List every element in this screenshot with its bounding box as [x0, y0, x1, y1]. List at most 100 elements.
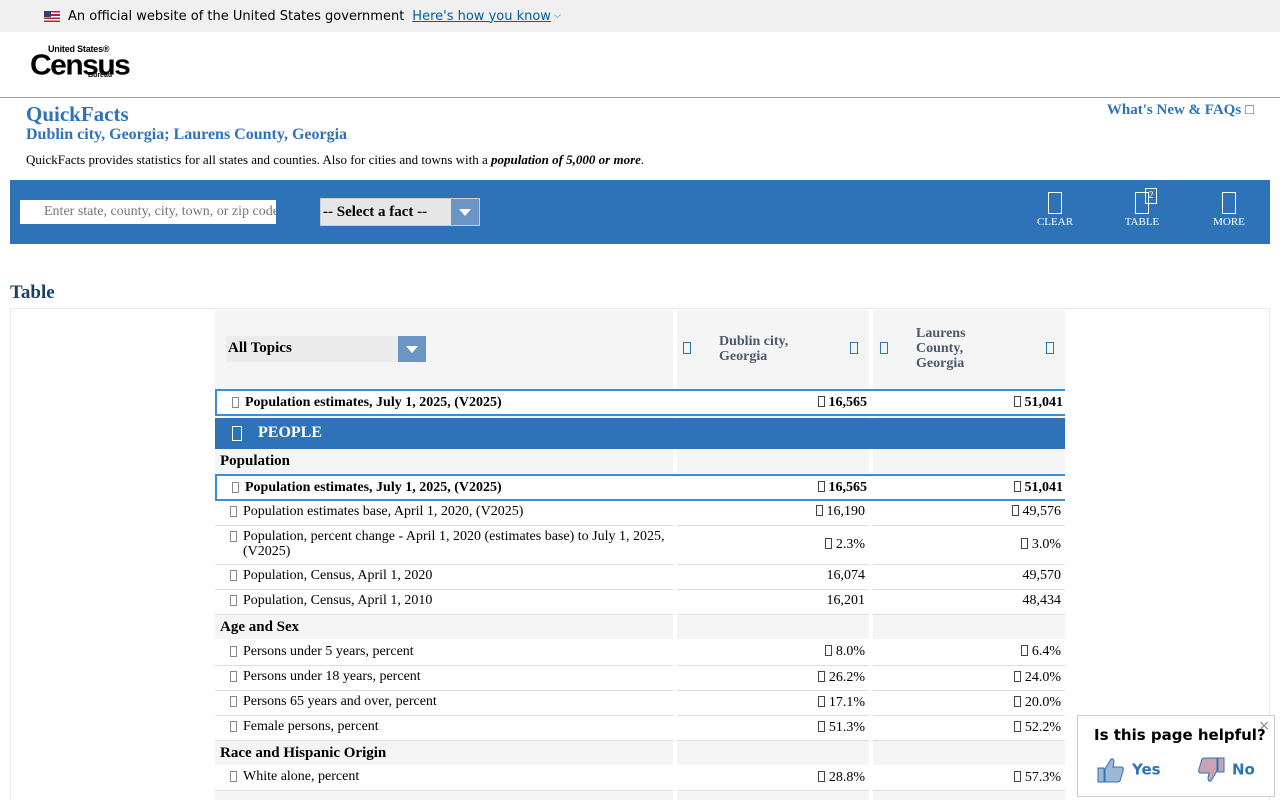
page-title[interactable]: QuickFacts [26, 102, 129, 126]
row-value-2: 24.0% [873, 666, 1065, 691]
section-fill [677, 615, 869, 640]
site-header: United States® Census Bureau [0, 32, 1280, 98]
column-info-icon[interactable] [850, 342, 858, 354]
logo-line3: Bureau [88, 72, 113, 79]
row-label: Population, Census, April 1, 2010 [243, 593, 433, 608]
all-topics-dropdown[interactable]: All Topics [226, 336, 426, 362]
row-value-1: 16,190 [677, 501, 869, 526]
row-value-1: 16,565 [679, 391, 871, 414]
section-fill [873, 741, 1065, 766]
feedback-widget: Is this page helpful? × Yes No [1077, 715, 1275, 797]
more-label: MORE [1213, 216, 1245, 228]
table-count-badge: 2 [1145, 188, 1157, 204]
column-info-icon[interactable] [1046, 342, 1054, 354]
heres-how-you-know-link[interactable]: Here's how you know [412, 8, 551, 24]
highlight-row[interactable]: Population estimates, July 1, 2025, (V20… [215, 389, 1067, 416]
people-icon [232, 426, 242, 441]
close-icon[interactable]: × [1258, 718, 1270, 734]
info-icon[interactable] [230, 721, 237, 732]
info-icon[interactable] [230, 531, 237, 542]
value-flag-icon [1011, 505, 1019, 516]
table-row[interactable]: Female persons, percent 51.3% 52.2% [215, 716, 1065, 741]
value-text: 26.2% [828, 670, 865, 685]
whats-new-link[interactable]: What's New & FAQs □ [1107, 102, 1254, 119]
page-description: QuickFacts provides statistics for all s… [26, 152, 644, 168]
thumbs-down-icon [1198, 757, 1225, 782]
search-toolbar: -- Select a fact -- CLEAR 2 TABLE MORE [10, 180, 1270, 244]
value-flag-icon [1013, 696, 1021, 707]
row-value-1: 16,074 [677, 565, 869, 590]
info-icon[interactable] [230, 506, 237, 517]
row-value-2: 20.0% [873, 691, 1065, 716]
value-text: 3.0% [1031, 537, 1061, 552]
row-label-cell: Population estimates base, April 1, 2020… [215, 501, 673, 526]
value-flag-icon [817, 771, 825, 782]
row-value-2: 3.0% [873, 526, 1065, 565]
section-fill [677, 741, 869, 766]
people-label: PEOPLE [258, 424, 323, 441]
value-text: 57.3% [1024, 770, 1061, 785]
table-row[interactable]: Population, Census, April 1, 2010 16,201… [215, 590, 1065, 615]
column-remove-icon[interactable] [880, 342, 888, 354]
row-value-2: 51,041 [875, 476, 1067, 499]
row-label: White alone, percent [243, 769, 360, 784]
info-icon[interactable] [232, 482, 239, 493]
value-text: 16,565 [828, 395, 868, 410]
table-row[interactable]: White alone, percent 28.8% 57.3% [215, 766, 1065, 791]
table-row[interactable]: Population, percent change - April 1, 20… [215, 526, 1065, 565]
row-label: Population, percent change - April 1, 20… [243, 529, 665, 559]
value-text: 8.0% [835, 644, 865, 659]
census-logo[interactable]: United States® Census Bureau [30, 44, 131, 84]
table-row[interactable]: Persons under 18 years, percent 26.2% 24… [215, 666, 1065, 691]
clear-button[interactable]: CLEAR [1025, 192, 1085, 228]
table-label: TABLE [1124, 216, 1160, 228]
info-icon[interactable] [230, 696, 237, 707]
yes-label: Yes [1132, 760, 1161, 779]
value-flag-icon [1013, 481, 1021, 492]
info-icon[interactable] [230, 671, 237, 682]
row-label: Persons under 5 years, percent [243, 644, 414, 659]
row-value-2: 48,434 [873, 590, 1065, 615]
value-text: 49,570 [1022, 568, 1062, 583]
feedback-yes-button[interactable]: Yes [1096, 756, 1161, 786]
section-fill [677, 450, 869, 474]
table-row[interactable]: Population, Census, April 1, 2020 16,074… [215, 565, 1065, 590]
row-label-cell: Population, Census, April 1, 2010 [215, 590, 673, 615]
select-fact-dropdown[interactable]: -- Select a fact -- [320, 198, 480, 226]
info-icon[interactable] [230, 646, 237, 657]
table-row[interactable]: Persons under 5 years, percent 8.0% 6.4% [215, 640, 1065, 666]
table-button[interactable]: 2 TABLE [1112, 188, 1172, 228]
value-flag-icon [824, 538, 832, 549]
dropdown-arrow-icon[interactable] [451, 199, 479, 225]
row-label-cell: Persons 65 years and over, percent [215, 691, 673, 716]
value-text: 17.1% [828, 695, 865, 710]
dropdown-arrow-icon[interactable] [398, 336, 426, 362]
people-section-header[interactable]: PEOPLE [215, 418, 1065, 449]
feedback-no-button[interactable]: No [1196, 756, 1255, 786]
row-label: Female persons, percent [243, 719, 379, 734]
value-text: 52.2% [1024, 720, 1061, 735]
table-row[interactable]: Population estimates, July 1, 2025, (V20… [215, 474, 1067, 501]
row-value-1: 26.2% [677, 666, 869, 691]
row-value-1: 28.8% [677, 766, 869, 791]
info-icon[interactable] [230, 570, 237, 581]
table-row[interactable]: Persons 65 years and over, percent 17.1%… [215, 691, 1065, 716]
search-input[interactable] [20, 200, 276, 224]
table-row[interactable]: Population estimates base, April 1, 2020… [215, 501, 1065, 526]
feedback-question: Is this page helpful? [1094, 726, 1266, 744]
data-table-frame [10, 308, 1270, 800]
value-text: 51.3% [828, 720, 865, 735]
row-value-2: 49,576 [873, 501, 1065, 526]
section-fill [873, 450, 1065, 474]
info-icon[interactable] [232, 397, 239, 408]
info-icon[interactable] [230, 771, 237, 782]
desc-emphasis: population of 5,000 or more [491, 152, 641, 167]
info-icon[interactable] [230, 595, 237, 606]
more-button[interactable]: MORE [1199, 192, 1259, 228]
value-text: 16,190 [826, 504, 866, 519]
value-flag-icon [817, 481, 825, 492]
row-label: Population estimates, July 1, 2025, (V20… [245, 395, 502, 410]
section-header-race: Race and Hispanic Origin [215, 741, 1065, 766]
column-remove-icon[interactable] [683, 342, 691, 354]
chevron-down-icon[interactable]: ⌵ [553, 11, 561, 21]
